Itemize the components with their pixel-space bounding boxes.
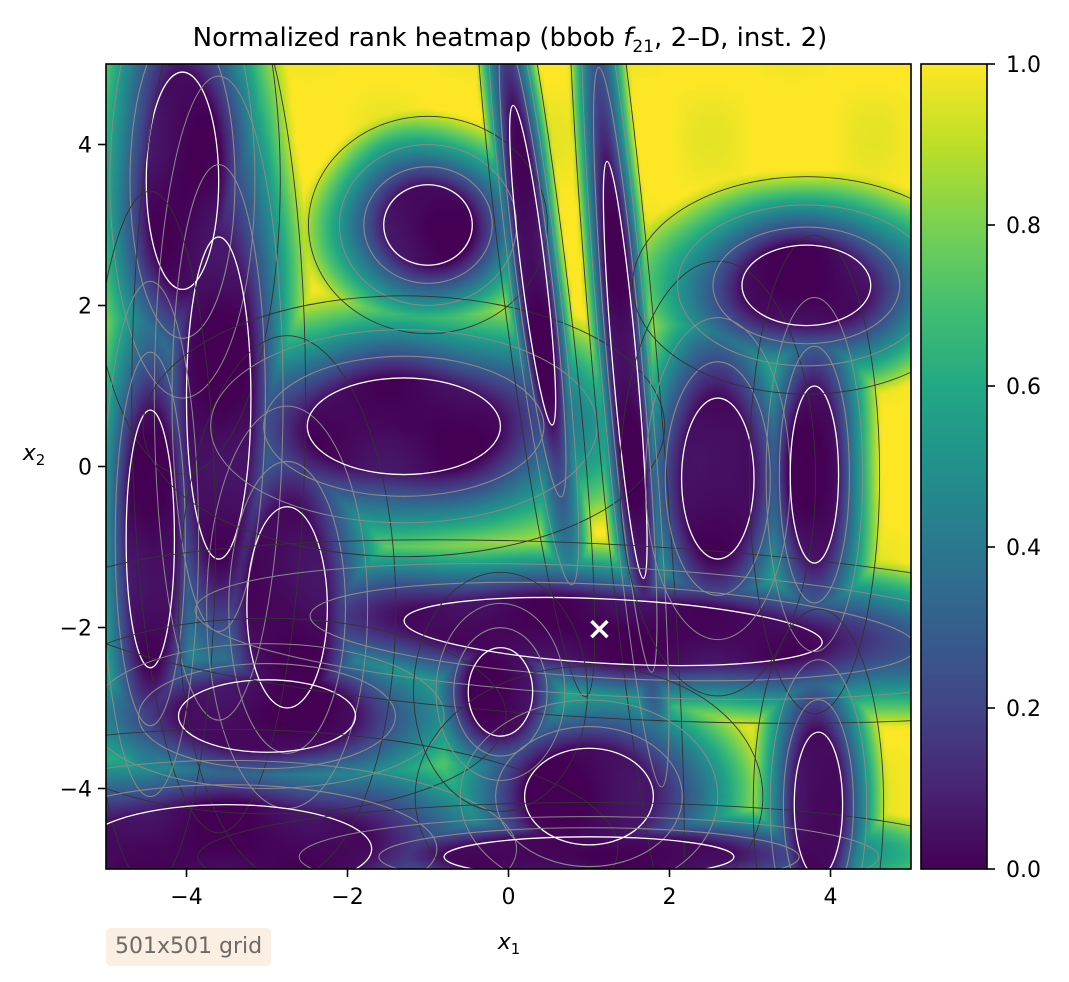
contour-ring [769,659,868,869]
contour-ring [106,803,373,869]
contour-ring [619,260,817,697]
contour-ring [748,235,881,715]
contour-ring [459,699,719,869]
x-tick-label: 0 [502,885,516,910]
contour-ring [138,662,396,770]
x-tick-label: 4 [824,885,838,910]
contour-ring [677,204,911,367]
contour-ring [153,75,284,721]
contour-ring [782,699,854,869]
colorbar-tick-label: 0.6 [1006,375,1041,400]
colorbar-tick-label: 1.0 [1006,53,1041,78]
optimum-marker-stroke [590,619,609,639]
contour-ring [778,345,850,604]
contour-ring [789,385,840,564]
contour-ring [467,646,534,737]
contour-ring [106,539,911,724]
y-tick-label: 2 [78,295,92,320]
contour-ring [106,784,438,869]
x-tick-label: 2 [663,885,677,910]
contour-ring [309,581,911,682]
contour-ring [177,679,357,753]
contour-ring [306,377,502,476]
x-axis-ticks: −4 −2 0 2 4 [170,869,838,910]
y-tick-label: −2 [60,617,92,642]
contour-ring [793,731,844,869]
contour-ring [498,64,567,498]
contour-ring [592,67,658,673]
x-tick-label: −4 [170,885,202,910]
contour-ring [509,104,557,426]
contour-ring [106,280,200,797]
contour-ring [752,608,885,869]
contour-ring [106,728,619,869]
contour-ring [581,64,670,788]
contour-ring [106,190,216,869]
contour-ring [142,295,666,558]
y-tick-label: −4 [60,778,92,803]
y-tick-label: 4 [78,134,92,159]
optimum-marker [590,619,609,639]
colorbar-ticks: 0.0 0.2 0.4 0.6 0.8 1.0 [987,53,1041,883]
contour-ring [378,827,800,869]
contour-ring [129,64,236,339]
contour-ring [413,571,588,812]
contour-ring [602,160,648,580]
contour-ring [125,409,176,669]
contour-ring [308,115,548,335]
x-axis-label: x1 [497,930,521,958]
contour-ring [741,244,872,327]
colorbar-tick-label: 0.2 [1006,697,1041,722]
chart-title: Normalized rank heatmap (bbob f21, 2–D, … [193,23,828,57]
contour-ring [664,361,771,596]
contour-ring [403,596,823,667]
contour-ring [131,64,307,834]
contour-ring [486,64,580,586]
contour-ring [383,184,473,266]
contour-ring [435,602,566,781]
contour-ring [114,351,186,727]
contour-ring [712,226,901,345]
contour-ring [106,643,445,789]
contour-ring [178,335,397,869]
contour-ring [443,836,735,869]
contour-ring [197,802,911,869]
contour-ring [171,164,266,633]
contour-ring [246,506,329,709]
contour-ring [228,460,347,754]
contour-ring [106,64,281,475]
colorbar [920,63,988,870]
colorbar-tick-label: 0.0 [1006,858,1041,883]
contour-ring [680,397,755,560]
y-axis-label: x2 [22,441,46,469]
y-tick-label: 0 [78,456,92,481]
contour-ring [109,64,256,399]
contour-ring [470,64,596,698]
contour-ring [145,71,220,291]
colorbar-tick-label: 0.8 [1006,214,1041,239]
contour-ring [106,617,507,815]
colorbar-tick-label: 0.4 [1006,536,1041,561]
x-tick-label: −2 [331,885,363,910]
contour-ring [565,64,685,869]
contour-ring [194,563,911,700]
contour-ring [765,296,864,653]
contour-ring [298,816,880,869]
contour-ring [523,747,655,846]
contour-ring [263,355,545,497]
contour-ring [363,166,493,284]
contour-ring [495,725,683,868]
contour-ring [414,665,764,869]
contour-ring [453,627,548,757]
grid-size-badge: 501x501 grid [106,928,272,966]
contour-ring [106,759,517,869]
contour-ring [185,236,252,560]
contour-ring [210,329,598,524]
y-axis-ticks: −4 −2 0 2 4 [60,134,106,803]
contour-ring [632,176,911,395]
